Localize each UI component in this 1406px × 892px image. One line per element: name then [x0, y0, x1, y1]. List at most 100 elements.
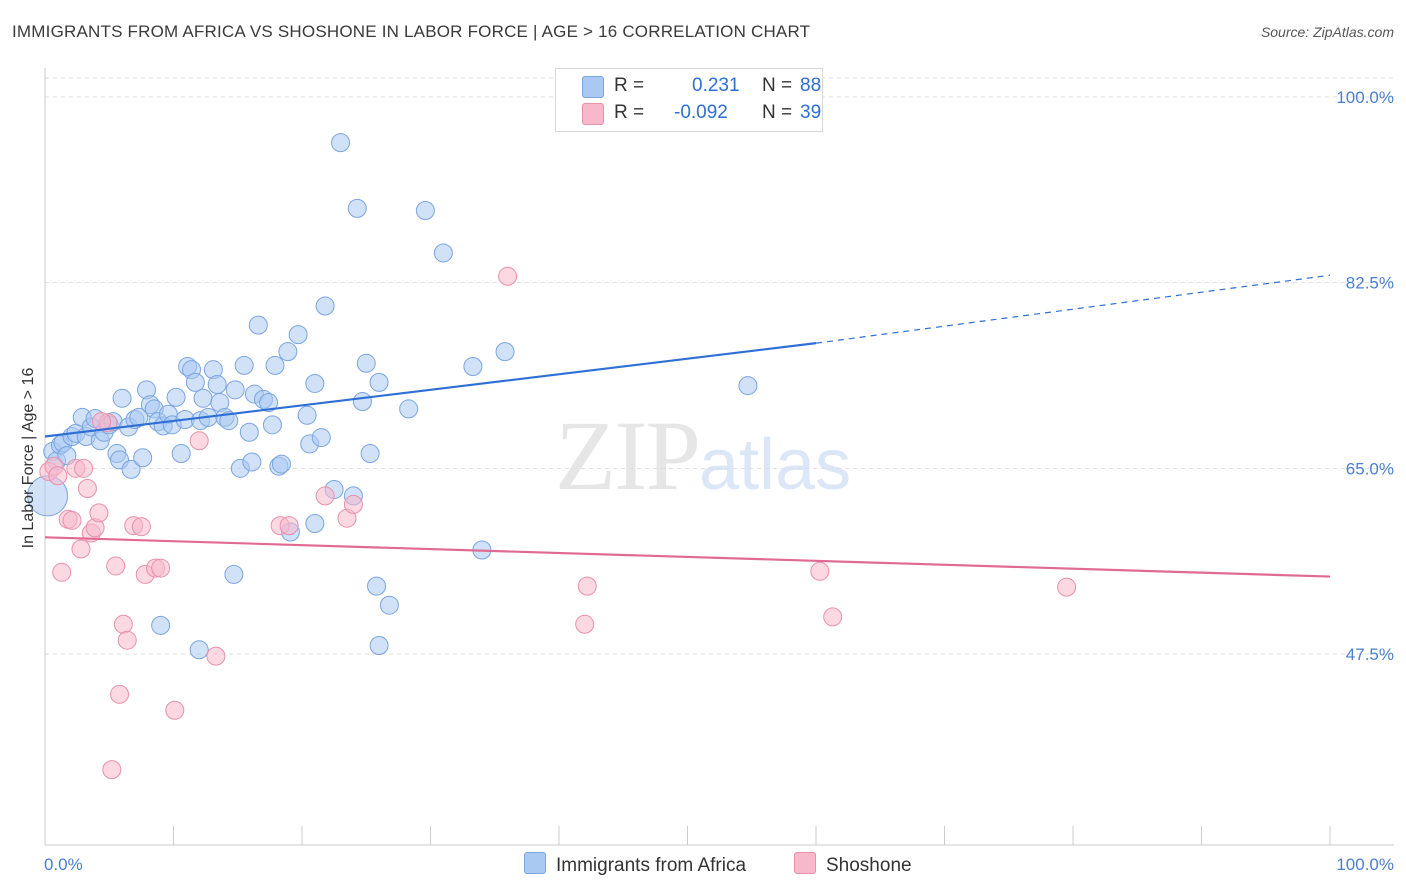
africa-point	[239, 422, 259, 442]
africa-point	[278, 342, 298, 362]
africa-point	[129, 407, 149, 427]
shoshone-point	[279, 516, 299, 536]
legend-n-value: 88	[800, 75, 822, 96]
legend-r-label: R =	[614, 102, 645, 123]
africa-point	[151, 615, 171, 635]
source-credit: Source: ZipAtlas.com	[1260, 24, 1394, 40]
bottom-legend-label-shoshone: Shoshone	[826, 855, 912, 876]
africa-point	[311, 428, 331, 448]
africa-point	[305, 514, 325, 534]
africa-trend-line	[44, 342, 817, 438]
africa-point	[166, 387, 186, 407]
africa-point	[262, 415, 282, 435]
africa-point	[224, 564, 244, 584]
africa-point	[367, 576, 387, 596]
y-tick-label: 82.5%	[1346, 274, 1394, 293]
shoshone-point	[48, 466, 68, 486]
shoshone-point	[131, 517, 151, 537]
shoshone-point	[89, 503, 109, 523]
shoshone-point	[315, 486, 335, 506]
y-tick-label: 47.5%	[1346, 645, 1394, 664]
watermark-zip: ZIP	[555, 400, 701, 511]
africa-point	[234, 355, 254, 375]
x-tick-label: 100.0%	[1336, 855, 1394, 874]
africa-point	[171, 443, 191, 463]
shoshone-point	[810, 561, 830, 581]
shoshone-point	[189, 431, 209, 451]
bottom-legend-swatch-shoshone	[794, 852, 816, 874]
shoshone-point	[106, 556, 126, 576]
legend-n-label: N =	[762, 102, 793, 123]
shoshone-point	[74, 458, 94, 478]
shoshone-point	[117, 630, 137, 650]
legend-r-label: R =	[614, 75, 645, 96]
africa-point	[297, 405, 317, 425]
shoshone-point	[575, 614, 595, 634]
shoshone-point	[206, 646, 226, 666]
africa-point	[360, 443, 380, 463]
chart-title: IMMIGRANTS FROM AFRICA VS SHOSHONE IN LA…	[12, 22, 811, 41]
africa-point	[189, 640, 209, 660]
africa-point	[288, 325, 308, 345]
africa-point	[347, 198, 367, 218]
bottom-legend-label-africa: Immigrants from Africa	[556, 855, 747, 876]
shoshone-point	[165, 700, 185, 720]
africa-point	[248, 315, 268, 335]
shoshone-point	[77, 478, 97, 498]
correlation-legend: R = 0.231 N = 88 R = -0.092 N = 39	[555, 68, 823, 132]
shoshone-point	[1057, 577, 1077, 597]
africa-point	[331, 133, 351, 153]
shoshone-point	[823, 607, 843, 627]
africa-point	[433, 243, 453, 263]
africa-point	[495, 342, 515, 362]
africa-point	[225, 380, 245, 400]
shoshone-point	[343, 494, 363, 514]
africa-point	[121, 459, 141, 479]
watermark-atlas: atlas	[699, 425, 852, 505]
bottom-legend-swatch-africa	[524, 852, 546, 874]
africa-point	[207, 375, 227, 395]
africa-point	[415, 201, 435, 221]
africa-point	[352, 391, 372, 411]
legend-n-label: N =	[762, 75, 793, 96]
africa-point	[379, 595, 399, 615]
axis-labels: 47.5% 65.0% 82.5% 100.0% 0.0% 100.0% In Labor …	[20, 88, 1394, 874]
shoshone-point	[71, 539, 91, 559]
shoshone-point	[102, 760, 122, 780]
africa-point	[265, 355, 285, 375]
africa-trend-extension	[815, 274, 1331, 344]
trend-lines	[44, 274, 1331, 578]
africa-point	[369, 372, 389, 392]
bottom-legend-africa: Immigrants from Africa	[524, 852, 746, 877]
shoshone-point	[113, 614, 133, 634]
shoshone-point	[110, 684, 130, 704]
africa-point	[112, 388, 132, 408]
africa-point	[242, 452, 262, 472]
africa-point	[193, 388, 213, 408]
shoshone-point	[62, 510, 82, 530]
data-points	[27, 133, 1077, 780]
x-tick-label: 0.0%	[44, 855, 83, 874]
africa-point	[369, 636, 389, 656]
shoshone-point	[498, 266, 518, 286]
y-axis-title: In Labor Force | Age > 16	[20, 368, 37, 549]
shoshone-point	[577, 576, 597, 596]
bottom-legend-shoshone: Shoshone	[794, 852, 912, 877]
africa-point	[463, 356, 483, 376]
africa-point	[315, 296, 335, 316]
legend-swatch-shoshone	[582, 103, 604, 125]
shoshone-point	[52, 562, 72, 582]
watermark: ZIPatlas	[555, 398, 851, 513]
shoshone-point	[151, 558, 171, 578]
legend-r-value: -0.092	[674, 102, 728, 123]
africa-point	[356, 353, 376, 373]
y-tick-label: 100.0%	[1336, 88, 1394, 107]
africa-point	[399, 399, 419, 419]
africa-point	[738, 376, 758, 396]
shoshone-trend-line	[44, 536, 1331, 578]
africa-point	[271, 454, 291, 474]
legend-n-value: 39	[800, 102, 822, 123]
africa-point	[259, 393, 279, 413]
africa-point	[133, 448, 153, 468]
